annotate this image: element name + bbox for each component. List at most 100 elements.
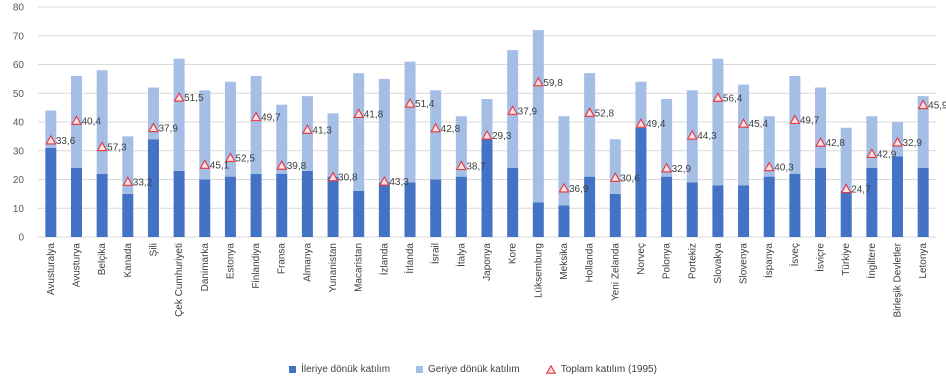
- legend-label-forward: İleriye dönük katılım: [301, 364, 391, 375]
- bar-backward: [250, 76, 262, 174]
- bar-backward: [635, 81, 647, 128]
- total-marker: [789, 114, 801, 125]
- total-marker: [353, 108, 365, 118]
- bar-backward: [173, 58, 185, 171]
- bar-backward: [122, 136, 134, 194]
- marker-data-label: 44,3: [697, 131, 717, 142]
- y-tick-label: 40: [13, 118, 25, 129]
- bar-backward: [609, 139, 621, 194]
- bar-forward: [45, 147, 57, 237]
- category-label: Almanya: [302, 243, 313, 282]
- marker-data-label: 38,7: [466, 161, 486, 172]
- y-tick-label: 10: [13, 204, 25, 215]
- bar-backward: [763, 116, 775, 177]
- category-label: Slovenya: [739, 243, 750, 285]
- total-marker: [122, 176, 134, 186]
- bar-forward: [686, 182, 698, 237]
- bar-backward: [147, 87, 159, 140]
- category-label: İspanya: [762, 243, 775, 278]
- bar-forward: [199, 179, 211, 237]
- bar-backward: [866, 116, 878, 168]
- bar-forward: [609, 193, 621, 237]
- y-tick-label: 70: [13, 31, 25, 42]
- marker-data-label: 57,3: [107, 143, 127, 154]
- legend-item-total: Toplam katılım (1995): [545, 364, 657, 375]
- bar-backward: [481, 99, 493, 140]
- marker-data-label: 33,6: [56, 136, 76, 147]
- category-label: İtalya: [454, 243, 467, 267]
- bar-backward: [815, 87, 827, 168]
- category-label: Avusturya: [71, 243, 82, 288]
- y-tick-label: 80: [13, 3, 25, 14]
- marker-data-label: 42,8: [826, 138, 846, 149]
- marker-data-label: 41,3: [312, 125, 332, 136]
- total-marker: [635, 118, 647, 128]
- total-marker: [455, 160, 467, 171]
- total-marker: [71, 115, 82, 125]
- total-marker: [96, 141, 108, 152]
- category-label: Portekiz: [687, 243, 698, 279]
- bar-forward: [327, 176, 339, 237]
- marker-data-label: 30,6: [620, 173, 640, 184]
- bar-backward: [840, 127, 852, 191]
- total-marker: [430, 122, 442, 133]
- category-label: Şili: [148, 243, 159, 256]
- bar-backward: [584, 73, 596, 177]
- bar-forward: [866, 168, 878, 237]
- marker-data-label: 40,4: [81, 116, 101, 127]
- y-tick-label: 30: [13, 146, 25, 157]
- legend-item-backward: Geriye dönük katılım: [416, 364, 520, 375]
- marker-data-label: 52,8: [595, 108, 615, 119]
- category-label: İsrail: [429, 243, 442, 264]
- bar-forward: [815, 168, 827, 237]
- bar-forward: [173, 170, 185, 237]
- marker-data-label: 42,8: [441, 124, 461, 135]
- legend-item-forward: İleriye dönük katılım: [289, 364, 390, 375]
- total-marker: [327, 171, 339, 182]
- marker-data-label: 37,9: [158, 124, 178, 135]
- category-label: Polonya: [662, 243, 673, 280]
- category-label: Macaristan: [354, 243, 365, 292]
- bar-backward: [404, 61, 416, 183]
- marker-data-label: 24,7: [851, 184, 871, 195]
- marker-data-label: 40,3: [774, 163, 794, 174]
- marker-data-label: 43,3: [389, 177, 409, 188]
- category-label: Danimarka: [200, 243, 211, 292]
- bar-forward: [404, 182, 416, 237]
- marker-data-label: 49,4: [646, 119, 666, 130]
- bar-forward: [712, 185, 724, 237]
- y-tick-label: 0: [18, 233, 24, 244]
- marker-data-label: 36,9: [569, 184, 589, 195]
- total-marker: [404, 97, 416, 108]
- legend-label-backward: Geriye dönük katılım: [428, 364, 520, 375]
- legend-triangle-icon: [545, 365, 556, 374]
- bar-forward: [96, 173, 108, 237]
- bar-forward: [507, 168, 519, 237]
- bar-forward: [250, 173, 262, 237]
- bar-backward: [96, 70, 108, 174]
- marker-data-label: 32,9: [903, 138, 923, 149]
- category-label: İsveç: [788, 243, 801, 266]
- bar-backward: [353, 73, 365, 191]
- total-marker: [481, 129, 493, 140]
- total-marker: [712, 92, 724, 102]
- category-label: Estonya: [225, 243, 236, 280]
- marker-data-label: 30,8: [338, 173, 358, 184]
- total-marker: [224, 152, 236, 162]
- bar-forward: [892, 156, 904, 237]
- marker-data-label: 49,7: [800, 115, 820, 126]
- category-label: Türkiye: [841, 243, 852, 276]
- category-label: İsviçre: [814, 243, 827, 272]
- bar-forward: [840, 191, 852, 237]
- bar-backward: [738, 84, 750, 186]
- bar-forward: [147, 139, 159, 237]
- total-marker: [738, 118, 750, 128]
- legend-label-total: Toplam katılım (1995): [560, 364, 657, 375]
- category-label: Letonya: [918, 243, 929, 279]
- bar-forward: [378, 182, 390, 237]
- category-label: Avusturalya: [46, 243, 57, 296]
- bar-forward: [70, 168, 82, 237]
- total-marker: [301, 124, 313, 134]
- category-label: Hollanda: [585, 243, 596, 283]
